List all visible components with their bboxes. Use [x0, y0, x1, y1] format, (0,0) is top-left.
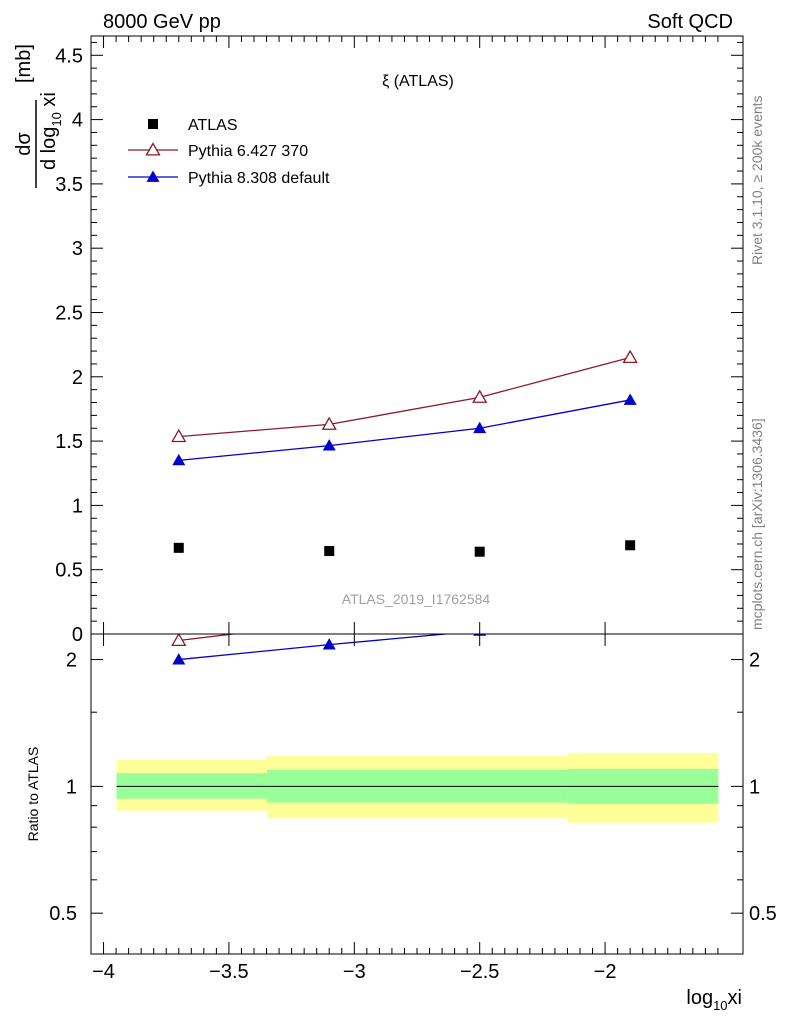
- x-tick-label: −2.5: [460, 961, 499, 983]
- main-data-point: [625, 540, 636, 551]
- main-y-tick-label: 1: [72, 495, 83, 517]
- main-data-point: [322, 439, 336, 451]
- main-y-tick-label: 1.5: [55, 431, 83, 453]
- legend-marker: [145, 142, 161, 156]
- header-right-label: Soft QCD: [647, 11, 733, 33]
- main-series-line: [178, 399, 631, 462]
- x-tick-label: −3: [343, 961, 366, 983]
- main-data-point: [473, 421, 487, 434]
- ratio-series: [171, 572, 637, 665]
- main-y-tick-label: 3.5: [55, 174, 83, 196]
- x-axis-ticks: −4 −3.5 −3 −2.5 −2: [92, 36, 719, 983]
- main-data-point: [474, 546, 485, 557]
- legend-label: Pythia 6.427 370: [188, 143, 308, 160]
- main-data-point: [321, 416, 337, 430]
- main-y-tick-label: 4.5: [55, 45, 83, 67]
- ratio-y-axis-label: Ratio to ATLAS: [25, 747, 41, 842]
- x-tick-label: −4: [92, 961, 115, 983]
- legend-marker: [146, 170, 160, 182]
- mcplots-label: mcplots.cern.ch [arXiv:1306.3436]: [749, 418, 765, 630]
- main-data-point: [623, 393, 637, 405]
- main-y-label-denominator: d log10 xi: [38, 92, 64, 170]
- main-y-label-numerator: dσ: [13, 132, 35, 156]
- main-data-point: [622, 349, 638, 364]
- main-data-point: [324, 546, 335, 557]
- ratio-data-point: [624, 602, 637, 613]
- ratio-series-line: [178, 634, 239, 642]
- x-axis-label: log10xi: [686, 987, 742, 1013]
- main-data-point: [172, 453, 186, 466]
- ratio-data-point: [322, 638, 336, 650]
- main-y-tick-label: 4: [72, 110, 83, 132]
- ratio-y-tick-label-left: 1: [66, 776, 77, 798]
- main-plot-title: ξ (ATLAS): [382, 73, 454, 90]
- ratio-panel: 0.5 0.5 1 1 2 2 −4 −3.5 −3 −2.5 −2 Ratio to ATLAS…: [25, 36, 777, 1013]
- ratio-data-point: [172, 653, 186, 665]
- ratio-series-line: [178, 634, 453, 661]
- ratio-y-tick-label-right: 2: [749, 650, 760, 672]
- x-tick-label: −3.5: [209, 961, 248, 983]
- main-y-ticks: 0 0.5 1 1.5 2 2.5 3 3.5 4 4.5: [55, 41, 743, 646]
- main-y-label-unit: [mb]: [13, 44, 35, 83]
- ratio-y-tick-label-right: 0.5: [749, 903, 777, 925]
- main-series: [171, 349, 638, 557]
- ratio-data-point: [624, 572, 637, 583]
- x-tick-label: −2: [594, 961, 617, 983]
- ratio-data-point: [323, 616, 336, 627]
- ratio-y-ticks: 0.5 0.5 1 1 2 2: [49, 650, 777, 926]
- main-data-point: [173, 542, 184, 553]
- main-y-tick-label: 2.5: [55, 302, 83, 324]
- main-data-point: [171, 428, 187, 443]
- main-data-point: [472, 389, 488, 403]
- ratio-y-tick-label-right: 1: [749, 776, 760, 798]
- legend: ATLAS Pythia 6.427 370 Pythia 8.308 defaul…: [128, 117, 330, 187]
- legend-label: Pythia 8.308 default: [188, 170, 330, 187]
- main-panel: 0 0.5 1 1.5 2 2.5 3 3.5 4 4.5 ξ (ATLAS) ATLAS_201…: [13, 35, 744, 646]
- main-y-axis-label: dσ d log10 xi [mb]: [13, 44, 64, 188]
- ratio-frame: [90, 633, 744, 955]
- rivet-label: Rivet 3.1.10, ≥ 200k events: [749, 95, 765, 265]
- analysis-label: ATLAS_2019_I1762584: [342, 591, 491, 607]
- main-y-tick-label: 3: [72, 238, 83, 260]
- ratio-y-tick-label-left: 0.5: [49, 903, 77, 925]
- legend-marker: [148, 119, 158, 129]
- ratio-y-tick-label-left: 2: [66, 650, 77, 672]
- main-y-tick-label: 2: [72, 367, 83, 389]
- ratio-uncertainty-bands: [116, 753, 719, 823]
- main-series-line: [178, 356, 631, 438]
- main-y-tick-label: 0: [72, 624, 83, 646]
- header-left-label: 8000 GeV pp: [103, 11, 221, 33]
- ratio-data-point: [171, 634, 187, 647]
- main-y-tick-label: 0.5: [55, 560, 83, 582]
- legend-label: ATLAS: [188, 117, 238, 134]
